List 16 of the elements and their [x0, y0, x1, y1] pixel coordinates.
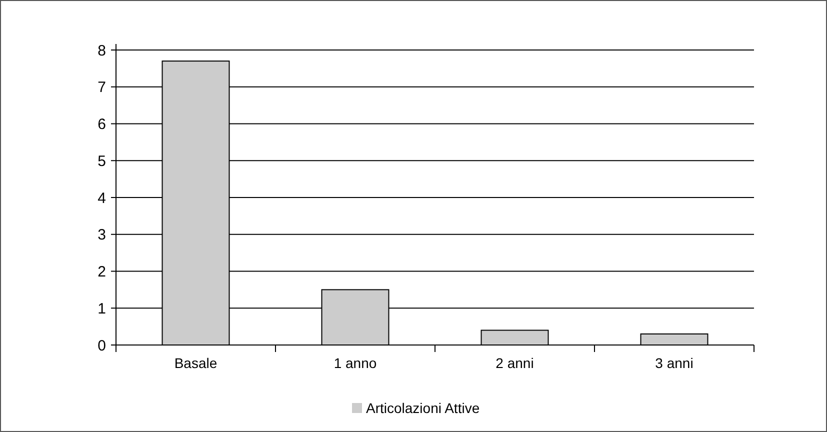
y-tick-label: 3: [98, 226, 106, 244]
bar: [640, 333, 708, 346]
y-tick-label: 8: [98, 42, 106, 60]
y-tick-label: 2: [98, 264, 106, 280]
bar: [480, 330, 549, 346]
y-tick-label: 5: [98, 152, 106, 170]
y-tick-label: 1: [98, 300, 106, 318]
y-tick-label: 6: [98, 116, 106, 133]
y-tick-label: 4: [98, 190, 106, 207]
y-tick-label: 0: [98, 337, 106, 354]
legend-label: Articolazioni Attive: [366, 400, 480, 416]
y-tick-label: 7: [98, 79, 106, 96]
x-tick-label: 1 anno: [334, 355, 377, 371]
x-tick-label: Basale: [174, 355, 218, 371]
x-tick-label: 2 anni: [496, 355, 534, 371]
x-tick-label: 3 anni: [655, 355, 694, 371]
